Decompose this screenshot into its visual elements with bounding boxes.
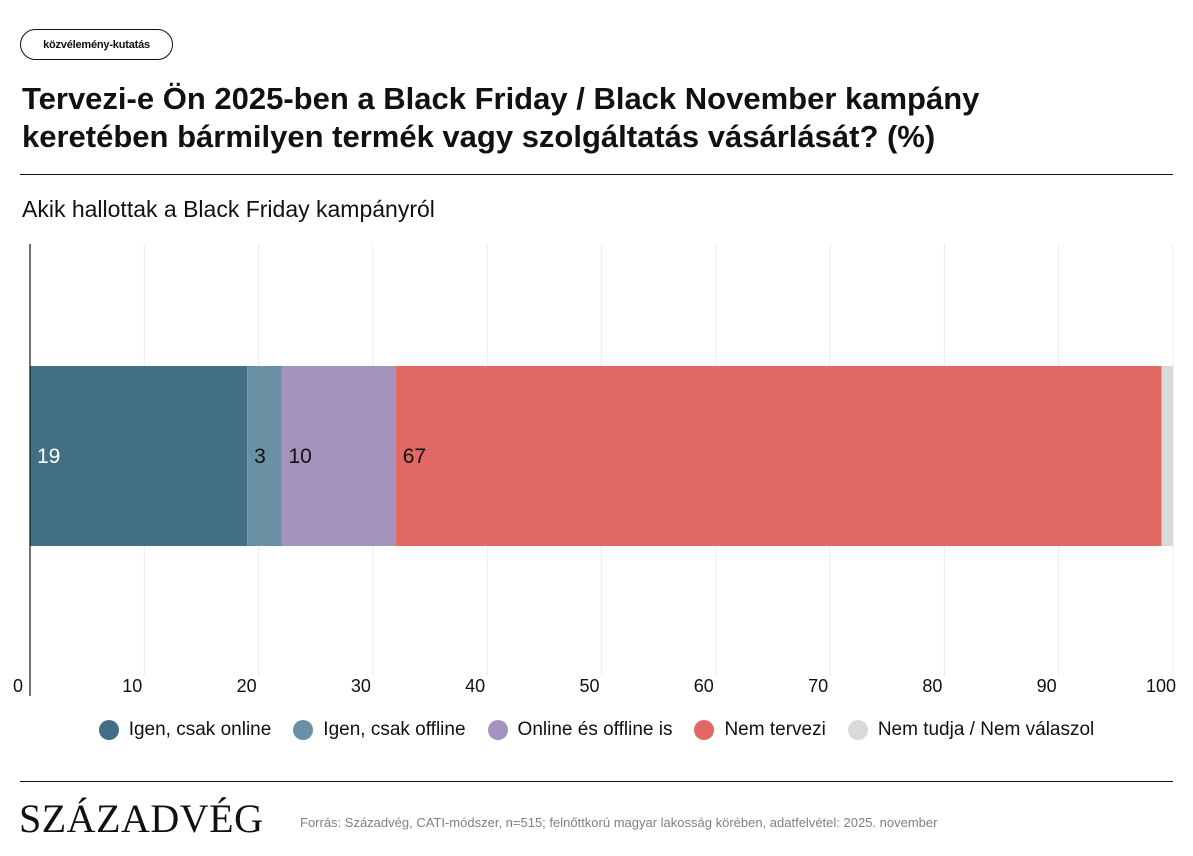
x-tick-label: 80	[922, 676, 942, 696]
legend-label: Online és offline is	[517, 719, 673, 740]
legend-label: Nem tudja / Nem válaszol	[877, 719, 1095, 740]
footer-divider	[20, 781, 1173, 782]
x-tick-label: 60	[694, 676, 714, 696]
data-label: 10	[288, 445, 311, 468]
data-label: 19	[37, 445, 60, 468]
chart-subtitle: Akik hallottak a Black Friday kampányról	[22, 196, 435, 222]
data-label: 3	[254, 445, 266, 468]
bar-segment	[247, 366, 282, 546]
legend-swatch	[98, 720, 119, 740]
source-note: Forrás: Századvég, CATI-módszer, n=515; …	[300, 815, 938, 830]
legend-item: Igen, csak offline	[293, 719, 466, 741]
chart-legend: Igen, csak online Igen, csak offline Onlin…	[0, 715, 1193, 745]
x-tick-label: 30	[351, 676, 371, 696]
x-tick-label: 10	[122, 676, 142, 696]
title-divider	[20, 174, 1173, 175]
x-tick-label: 70	[808, 676, 828, 696]
stacked-bar-chart: 19 3 10 67 0 10 20 30 40 50 60 70 80 90 100	[0, 240, 1193, 700]
bar-segment	[281, 366, 396, 546]
legend-label: Igen, csak offline	[323, 719, 466, 740]
x-tick-label: 50	[579, 676, 599, 696]
category-tag: közvélemény-kutatás	[20, 29, 173, 60]
legend-swatch	[694, 720, 715, 740]
bar-segment	[1161, 366, 1173, 546]
legend-swatch	[293, 720, 314, 740]
legend-label: Nem tervezi	[724, 719, 826, 740]
chart-canvas: 19 3 10 67 0 10 20 30 40 50 60 70 80 90 100	[13, 244, 1176, 696]
legend-item: Nem tervezi	[694, 719, 826, 741]
legend-swatch	[487, 720, 508, 740]
x-tick-label: 100	[1146, 676, 1176, 696]
legend-item: Online és offline is	[487, 719, 673, 741]
x-tick-label: 0	[13, 676, 23, 696]
x-tick-label: 20	[237, 676, 257, 696]
legend-swatch	[847, 720, 868, 740]
chart-title: Tervezi-e Ön 2025-ben a Black Friday / B…	[22, 81, 980, 154]
brand-logo: SZÁZADVÉG	[19, 796, 264, 841]
bar-segment	[395, 366, 1162, 546]
legend-item: Igen, csak online	[98, 719, 272, 741]
data-label: 67	[403, 445, 426, 468]
legend-item: Nem tudja / Nem válaszol	[847, 719, 1095, 741]
legend-label: Igen, csak online	[128, 719, 272, 740]
bar-segment	[30, 366, 248, 546]
x-tick-label: 90	[1037, 676, 1057, 696]
x-tick-label: 40	[465, 676, 485, 696]
